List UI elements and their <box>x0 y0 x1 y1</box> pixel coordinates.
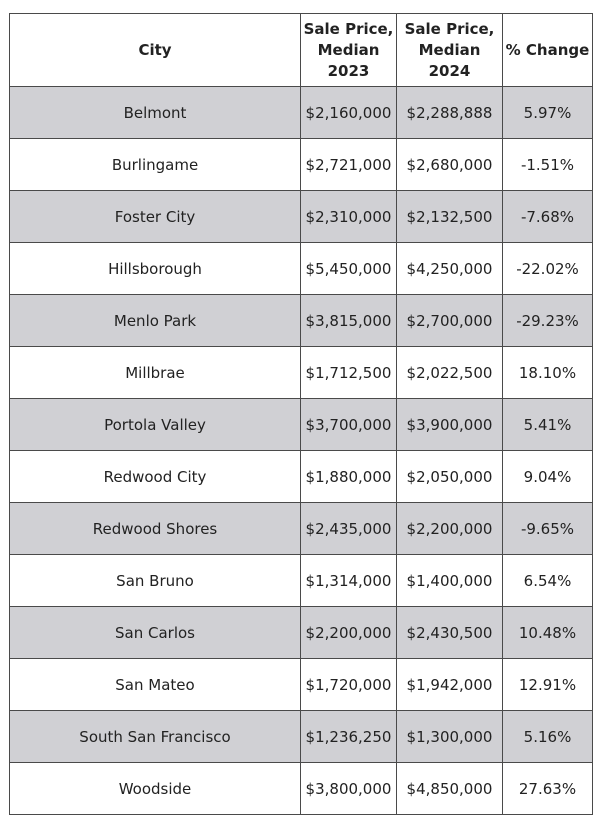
table-row: Woodside $3,800,000 $4,850,000 27.63% <box>9 762 593 815</box>
table-header: City Sale Price, Median 2023 Sale Price,… <box>9 13 593 87</box>
cell-sale-price-2023: $2,310,000 <box>300 190 397 243</box>
cell-percent-change: 6.54% <box>502 554 593 607</box>
cell-sale-price-2024: $2,288,888 <box>396 86 503 139</box>
cell-percent-change: 10.48% <box>502 606 593 659</box>
cell-percent-change: 18.10% <box>502 346 593 399</box>
cell-city: Redwood City <box>9 450 301 503</box>
table-row: San Bruno $1,314,000 $1,400,000 6.54% <box>9 554 593 607</box>
table-body: Belmont $2,160,000 $2,288,888 5.97% Burlinga… <box>9 86 593 815</box>
cell-sale-price-2024: $1,300,000 <box>396 710 503 763</box>
cell-sale-price-2023: $5,450,000 <box>300 242 397 295</box>
cell-city: San Mateo <box>9 658 301 711</box>
table-row: Millbrae $1,712,500 $2,022,500 18.10% <box>9 346 593 399</box>
header-city: City <box>9 13 301 87</box>
cell-sale-price-2023: $1,314,000 <box>300 554 397 607</box>
cell-percent-change: -1.51% <box>502 138 593 191</box>
cell-percent-change: 5.97% <box>502 86 593 139</box>
cell-percent-change: 5.41% <box>502 398 593 451</box>
cell-percent-change: 12.91% <box>502 658 593 711</box>
cell-city: Hillsborough <box>9 242 301 295</box>
cell-sale-price-2024: $1,400,000 <box>396 554 503 607</box>
cell-sale-price-2023: $2,160,000 <box>300 86 397 139</box>
table-row: Menlo Park $3,815,000 $2,700,000 -29.23% <box>9 294 593 347</box>
header-sale-price-2024: Sale Price, Median 2024 <box>396 13 503 87</box>
cell-sale-price-2024: $2,680,000 <box>396 138 503 191</box>
cell-sale-price-2023: $1,236,250 <box>300 710 397 763</box>
cell-sale-price-2024: $3,900,000 <box>396 398 503 451</box>
cell-city: San Carlos <box>9 606 301 659</box>
table-row: San Carlos $2,200,000 $2,430,500 10.48% <box>9 606 593 659</box>
cell-percent-change: 5.16% <box>502 710 593 763</box>
cell-percent-change: 9.04% <box>502 450 593 503</box>
header-2024-line-3: 2024 <box>428 61 471 80</box>
cell-sale-price-2023: $2,200,000 <box>300 606 397 659</box>
cell-sale-price-2023: $3,700,000 <box>300 398 397 451</box>
cell-sale-price-2024: $2,200,000 <box>396 502 503 555</box>
cell-sale-price-2023: $1,712,500 <box>300 346 397 399</box>
cell-percent-change: -9.65% <box>502 502 593 555</box>
cell-percent-change: -22.02% <box>502 242 593 295</box>
cell-sale-price-2023: $2,435,000 <box>300 502 397 555</box>
cell-city: San Bruno <box>9 554 301 607</box>
cell-city: Foster City <box>9 190 301 243</box>
cell-sale-price-2024: $1,942,000 <box>396 658 503 711</box>
cell-sale-price-2023: $2,721,000 <box>300 138 397 191</box>
header-2024-line-2: Median <box>418 40 481 59</box>
cell-city: Menlo Park <box>9 294 301 347</box>
cell-city: Woodside <box>9 762 301 815</box>
cell-sale-price-2023: $1,880,000 <box>300 450 397 503</box>
cell-sale-price-2024: $4,850,000 <box>396 762 503 815</box>
cell-city: Belmont <box>9 86 301 139</box>
cell-percent-change: -7.68% <box>502 190 593 243</box>
cell-sale-price-2023: $3,815,000 <box>300 294 397 347</box>
cell-city: Redwood Shores <box>9 502 301 555</box>
cell-sale-price-2024: $2,132,500 <box>396 190 503 243</box>
cell-sale-price-2023: $3,800,000 <box>300 762 397 815</box>
table-row: Redwood Shores $2,435,000 $2,200,000 -9.65% <box>9 502 593 555</box>
cell-sale-price-2024: $2,022,500 <box>396 346 503 399</box>
cell-sale-price-2024: $4,250,000 <box>396 242 503 295</box>
header-2023-line-1: Sale Price, <box>303 19 394 38</box>
cell-sale-price-2023: $1,720,000 <box>300 658 397 711</box>
table-row: Foster City $2,310,000 $2,132,500 -7.68% <box>9 190 593 243</box>
table-row: Belmont $2,160,000 $2,288,888 5.97% <box>9 86 593 139</box>
median-sale-price-table: City Sale Price, Median 2023 Sale Price,… <box>9 13 593 815</box>
table-row: Burlingame $2,721,000 $2,680,000 -1.51% <box>9 138 593 191</box>
table-row: South San Francisco $1,236,250 $1,300,000 5… <box>9 710 593 763</box>
header-percent-change: % Change <box>502 13 593 87</box>
table-row: Redwood City $1,880,000 $2,050,000 9.04% <box>9 450 593 503</box>
header-2023-line-2: Median <box>317 40 380 59</box>
table-row: Portola Valley $3,700,000 $3,900,000 5.41% <box>9 398 593 451</box>
cell-sale-price-2024: $2,430,500 <box>396 606 503 659</box>
cell-percent-change: -29.23% <box>502 294 593 347</box>
cell-percent-change: 27.63% <box>502 762 593 815</box>
cell-city: Burlingame <box>9 138 301 191</box>
header-sale-price-2023: Sale Price, Median 2023 <box>300 13 397 87</box>
header-2024-line-1: Sale Price, <box>404 19 495 38</box>
cell-sale-price-2024: $2,700,000 <box>396 294 503 347</box>
header-2023-line-3: 2023 <box>327 61 370 80</box>
cell-city: South San Francisco <box>9 710 301 763</box>
cell-sale-price-2024: $2,050,000 <box>396 450 503 503</box>
cell-city: Millbrae <box>9 346 301 399</box>
table-row: Hillsborough $5,450,000 $4,250,000 -22.02% <box>9 242 593 295</box>
table-row: San Mateo $1,720,000 $1,942,000 12.91% <box>9 658 593 711</box>
cell-city: Portola Valley <box>9 398 301 451</box>
header-row: City Sale Price, Median 2023 Sale Price,… <box>9 13 593 87</box>
